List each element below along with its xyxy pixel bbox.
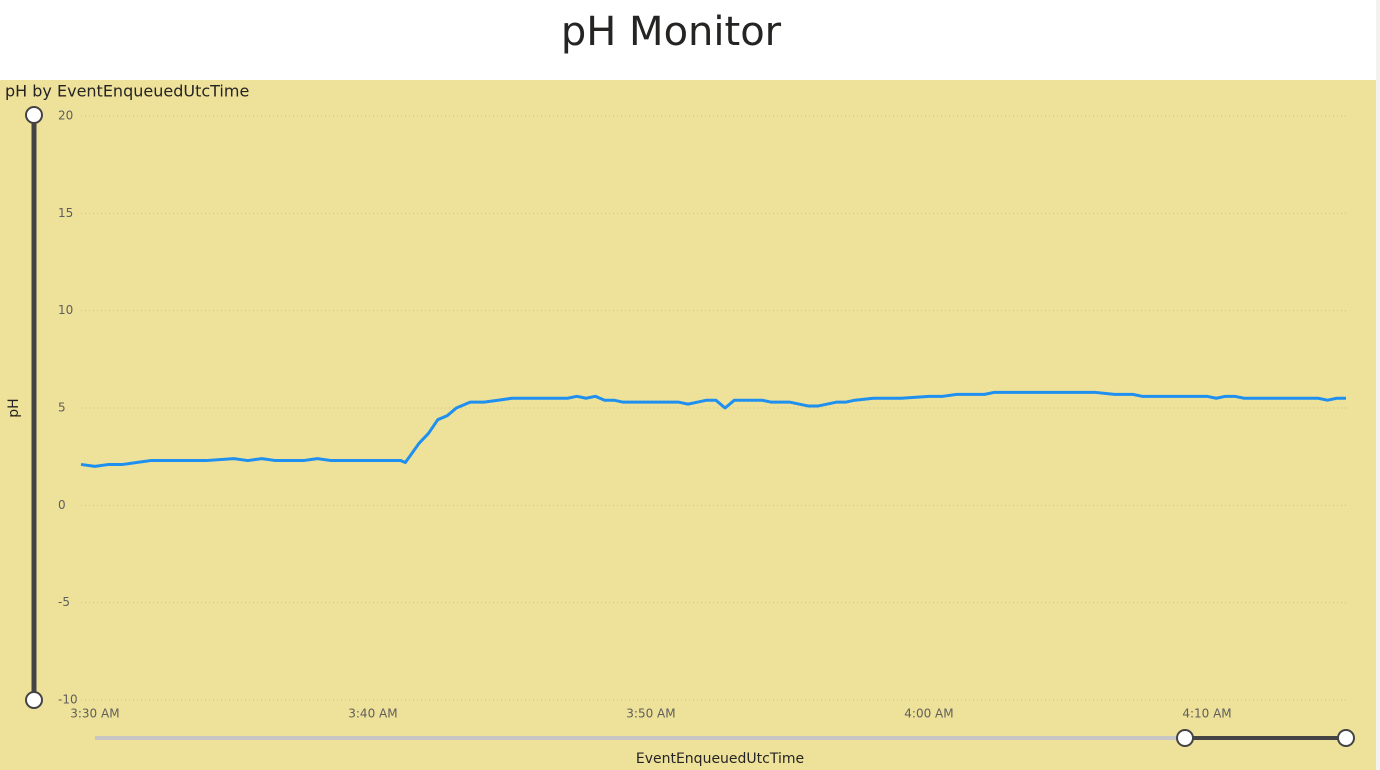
slider-handle[interactable] [1337,729,1355,747]
x-tick-label: 4:00 AM [904,707,953,721]
y-tick-label: 20 [58,109,73,123]
x-zoom-slider[interactable] [95,729,1355,747]
y-tick-label: -10 [58,693,78,707]
y-axis-label: pH [6,398,22,417]
visual-background [0,80,1376,770]
y-tick-label: -5 [58,595,70,609]
slider-handle[interactable] [25,106,43,124]
scroll-edge [1376,0,1380,770]
data-line [80,390,1346,468]
y-tick-label: 5 [58,401,66,415]
y-tick-label: 0 [58,498,66,512]
page-title: pH Monitor [561,9,782,55]
slider-handle[interactable] [1176,729,1194,747]
x-tick-label: 3:50 AM [626,707,675,721]
slider-handle[interactable] [25,691,43,709]
y-tick-label: 15 [58,206,73,220]
x-axis-label: EventEnqueuedUtcTime [636,751,804,767]
x-tick-label: 3:40 AM [348,707,397,721]
y-tick-label: 10 [58,303,73,317]
visual-title: pH by EventEnqueuedUtcTime [5,82,249,101]
x-tick-label: 4:10 AM [1182,707,1231,721]
y-zoom-slider[interactable] [25,106,43,709]
x-tick-label: 3:30 AM [70,707,119,721]
